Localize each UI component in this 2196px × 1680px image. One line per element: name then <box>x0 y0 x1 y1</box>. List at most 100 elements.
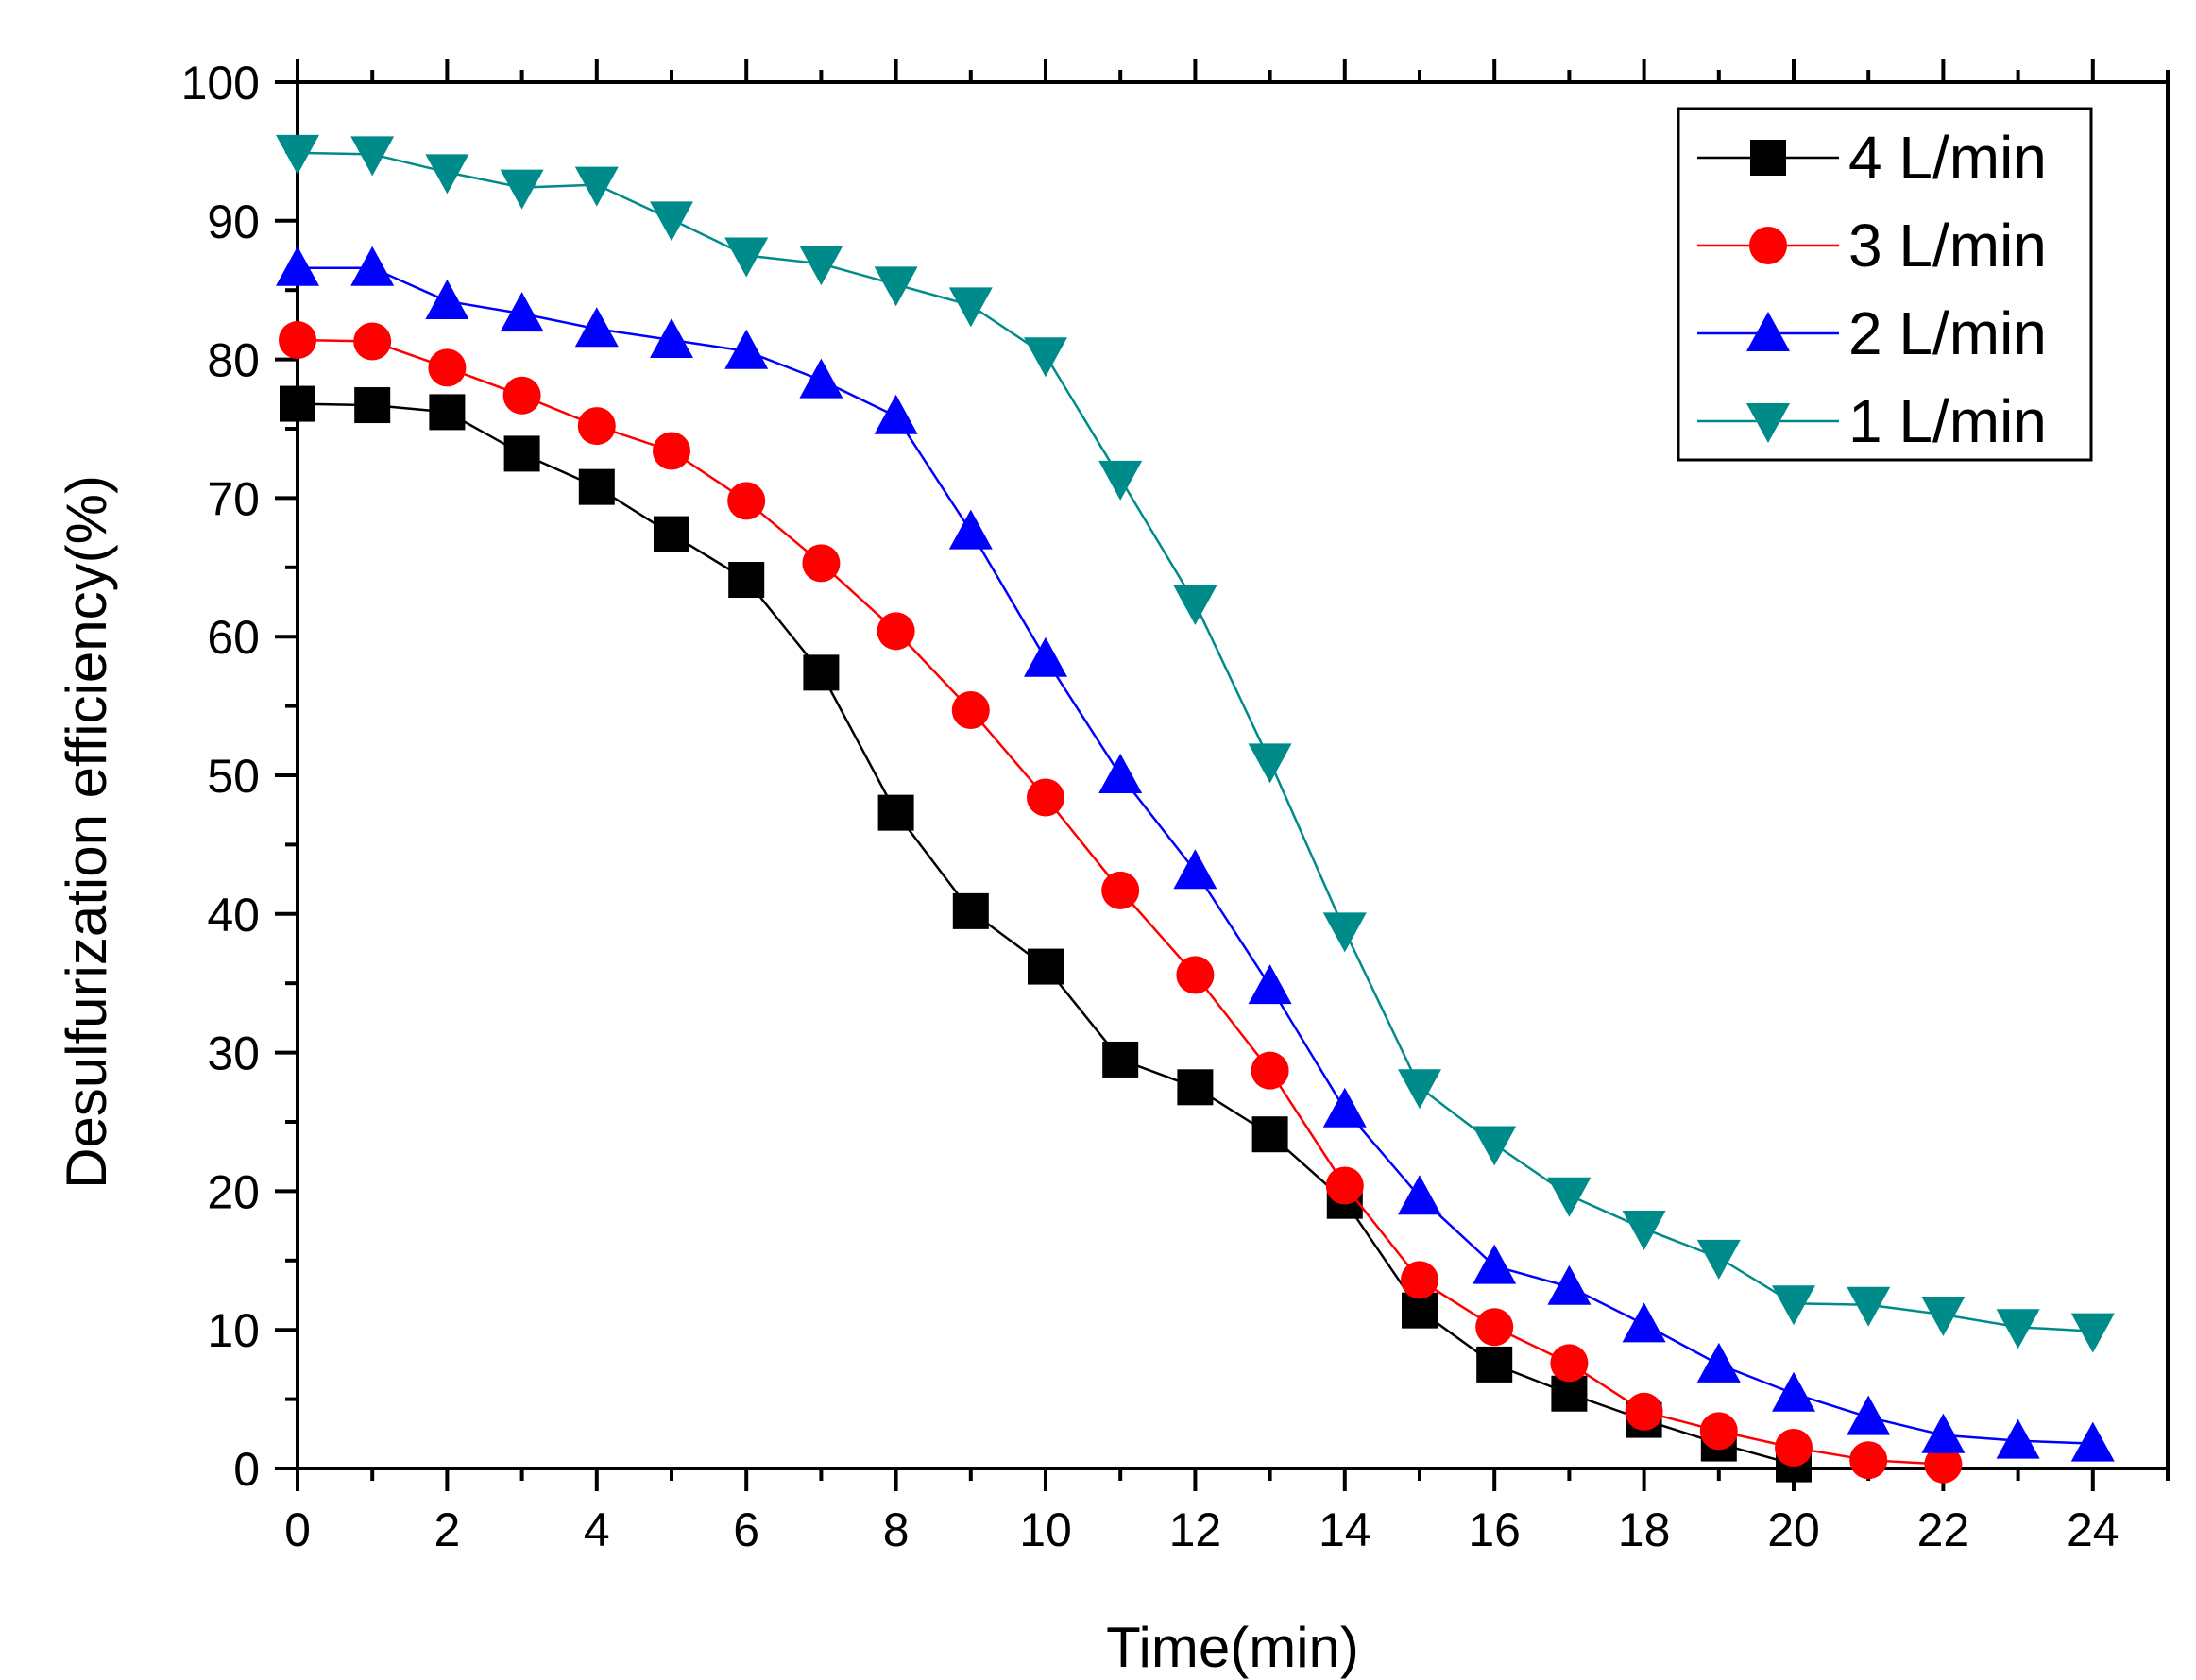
data-point <box>1476 1346 1513 1383</box>
x-tick-label: 4 <box>584 1503 610 1556</box>
data-point <box>1098 460 1143 501</box>
data-point <box>877 794 914 831</box>
data-point <box>354 387 391 424</box>
x-tick-label: 24 <box>2067 1503 2119 1556</box>
data-point <box>1622 1211 1666 1251</box>
legend-marker <box>1749 227 1787 264</box>
data-point <box>428 348 467 387</box>
data-point <box>1028 948 1064 985</box>
data-point <box>1473 1126 1517 1166</box>
data-point <box>1248 743 1292 784</box>
data-point <box>802 544 841 583</box>
data-point <box>728 562 765 599</box>
x-tick-label: 20 <box>1767 1503 1820 1556</box>
data-point <box>1401 1261 1438 1299</box>
data-point <box>1398 1175 1441 1215</box>
data-point <box>948 509 993 550</box>
data-point <box>654 516 689 552</box>
legend-label: 4 L/min <box>1848 124 2047 192</box>
data-point <box>799 358 843 399</box>
data-point <box>1098 754 1143 793</box>
y-tick-label: 70 <box>207 472 260 525</box>
legend: 4 L/min 3 L/min 2 L/min 1 L/min <box>1677 107 2093 462</box>
data-point <box>1102 1041 1139 1078</box>
data-point <box>1772 1285 1815 1326</box>
data-point <box>1024 337 1067 378</box>
data-point <box>1322 1087 1367 1128</box>
legend-marker <box>1746 312 1790 351</box>
data-point <box>574 166 619 207</box>
data-point <box>1251 1116 1288 1153</box>
y-tick-label: 50 <box>207 750 260 803</box>
data-point <box>1699 1412 1738 1451</box>
data-point <box>727 482 766 520</box>
data-point <box>280 385 315 422</box>
data-point <box>948 287 993 328</box>
data-point <box>951 691 990 730</box>
x-axis-title: Time(min) <box>1106 1616 1359 1679</box>
data-point <box>724 329 769 369</box>
data-point <box>350 246 395 286</box>
series-1 <box>279 321 1963 1484</box>
data-point <box>724 237 769 278</box>
data-point <box>799 246 843 286</box>
data-point <box>1547 1177 1592 1217</box>
data-point <box>1398 1069 1441 1110</box>
data-point <box>653 432 690 470</box>
y-tick-label: 0 <box>233 1443 260 1496</box>
data-point <box>1625 1392 1663 1431</box>
data-point <box>952 892 989 929</box>
data-point <box>1921 1413 1966 1453</box>
data-point <box>574 307 619 348</box>
data-point <box>1251 1051 1289 1090</box>
data-point <box>877 612 915 651</box>
data-point <box>1921 1297 1966 1337</box>
data-point <box>1325 1166 1364 1205</box>
x-tick-label: 12 <box>1169 1503 1222 1556</box>
data-point <box>1775 1428 1813 1467</box>
data-point <box>353 322 392 361</box>
data-point <box>874 266 918 307</box>
data-point <box>502 376 541 415</box>
x-tick-label: 6 <box>733 1503 759 1556</box>
y-tick-label: 30 <box>207 1027 260 1080</box>
legend-label: 2 L/min <box>1848 299 2047 367</box>
x-tick-label: 14 <box>1319 1503 1371 1556</box>
legend-box <box>1677 107 2093 462</box>
data-point <box>650 318 693 359</box>
legend-item: 3 L/min <box>1697 212 2047 280</box>
legend-label: 1 L/min <box>1848 387 2047 455</box>
x-tick-label: 22 <box>1917 1503 1970 1556</box>
data-point <box>1847 1286 1891 1327</box>
data-point <box>500 169 544 210</box>
data-point <box>1996 1418 2040 1459</box>
series-3 <box>276 134 2115 1353</box>
data-point <box>350 136 395 177</box>
data-point <box>1924 1445 1963 1484</box>
data-point <box>2070 1313 2115 1353</box>
data-point <box>803 654 840 691</box>
data-point <box>1849 1441 1888 1480</box>
legend-item: 1 L/min <box>1697 387 2047 455</box>
data-point <box>650 201 693 242</box>
data-point <box>1547 1264 1592 1305</box>
y-tick-label: 100 <box>181 57 260 110</box>
data-point <box>279 321 316 360</box>
data-point <box>503 435 540 472</box>
data-point <box>429 394 466 431</box>
x-tick-label: 18 <box>1618 1503 1671 1556</box>
y-axis: 0 10 20 30 40 50 60 70 80 90 100 <box>181 57 298 1496</box>
legend-item: 4 L/min <box>1697 124 2047 192</box>
y-tick-label: 20 <box>207 1165 260 1218</box>
data-point <box>1024 636 1067 677</box>
legend-item: 2 L/min <box>1697 299 2047 367</box>
data-point <box>1696 1239 1741 1280</box>
data-point <box>425 279 469 319</box>
data-point <box>2070 1421 2115 1462</box>
data-point <box>1622 1302 1666 1343</box>
data-point <box>276 246 319 286</box>
y-tick-label: 10 <box>207 1304 260 1357</box>
data-point <box>874 394 918 434</box>
data-point <box>1173 849 1217 890</box>
